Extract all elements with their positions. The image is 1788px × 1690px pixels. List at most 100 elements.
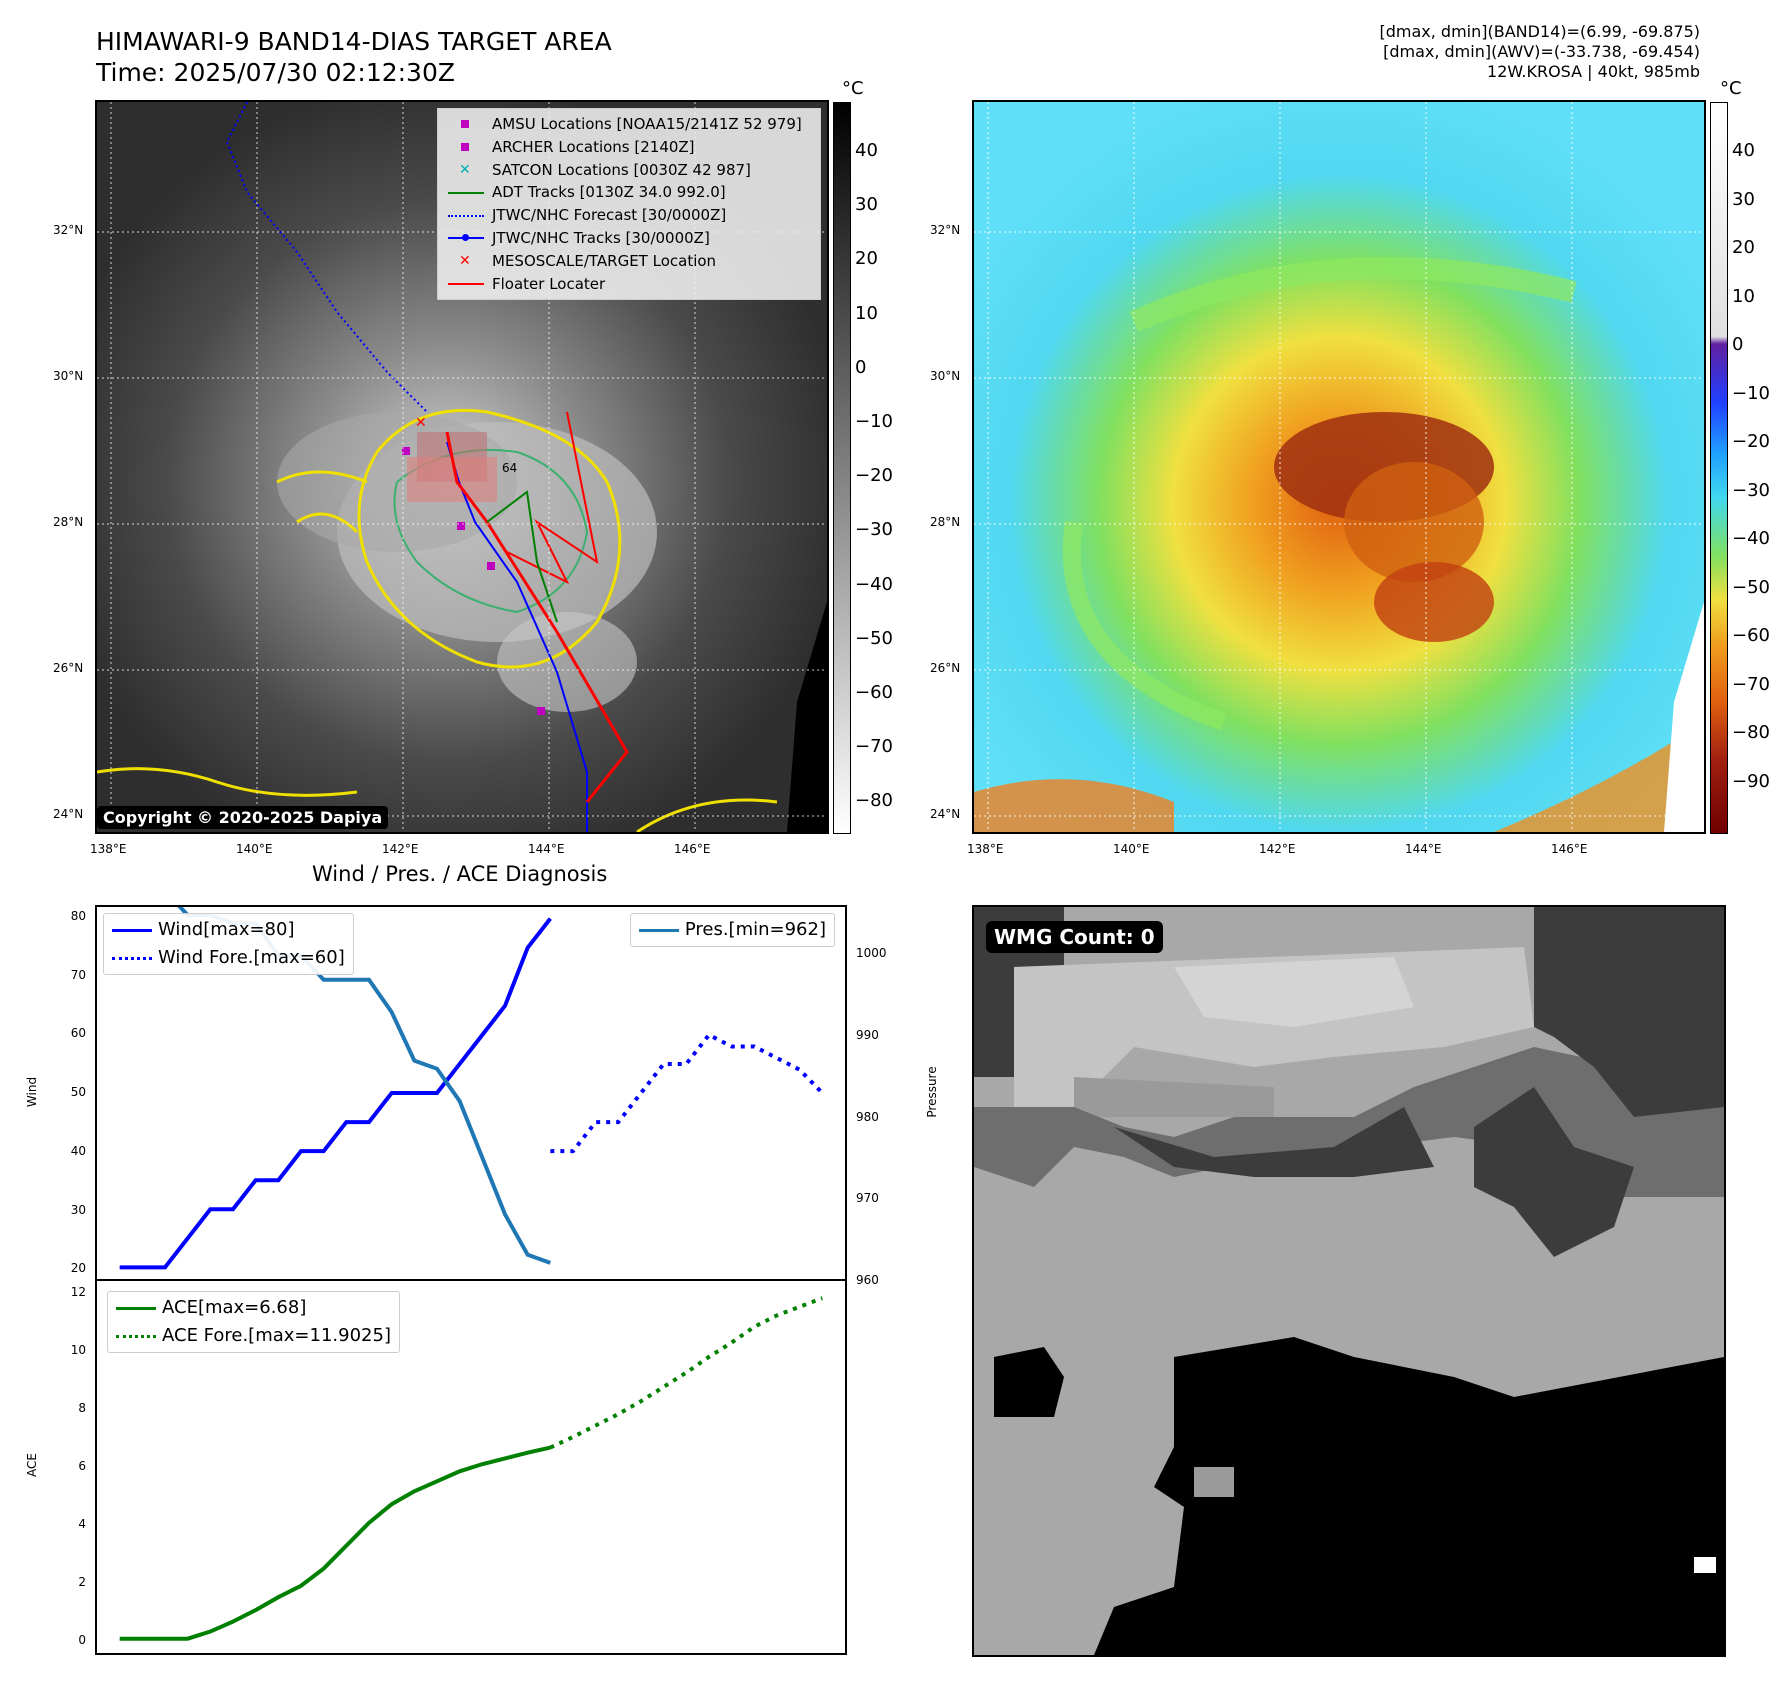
- lat-label-32n-2: 32°N: [930, 223, 961, 237]
- legend-label: JTWC/NHC Forecast [30/0000Z]: [492, 206, 727, 225]
- legend-symbol-icon: [446, 139, 486, 155]
- legend-symbol-icon: [446, 185, 486, 201]
- axis-tick-label: 0: [78, 1632, 86, 1647]
- colorbar-tick-label: −70: [1732, 673, 1770, 695]
- axis-tick-label: 990: [856, 1027, 879, 1042]
- ir-map-panel: 64 ✕ AMSU Locations [NOAA1: [95, 100, 829, 834]
- legend-label: MESOSCALE/TARGET Location: [492, 251, 717, 270]
- legend-item: Floater Locater: [446, 273, 812, 296]
- color-map-image: [974, 102, 1704, 832]
- axis-tick-label: 60: [70, 1026, 86, 1041]
- copyright-badge: Copyright © 2020-2025 Dapiya: [97, 806, 389, 829]
- colorbar-tick-label: 10: [855, 302, 878, 324]
- ace-axis-ticks: 12 10 8 6 4 2 0: [50, 1279, 90, 1655]
- ace-series-line: [119, 1445, 551, 1641]
- lon-label-142e: 142°E: [382, 842, 419, 856]
- axis-tick-label: 2: [78, 1574, 86, 1589]
- wind-series-line: [119, 917, 552, 1270]
- title-satellite: HIMAWARI-9 BAND14-DIAS TARGET AREA: [96, 27, 612, 56]
- wmg-count-badge: WMG Count: 0: [986, 921, 1163, 953]
- axis-tick-label: 40: [70, 1143, 86, 1158]
- lon-label-146e: 146°E: [674, 842, 711, 856]
- axis-tick-label: 12: [70, 1285, 86, 1300]
- colorbar-tick-label: −60: [1732, 625, 1770, 646]
- axis-tick-label: 6: [78, 1459, 86, 1473]
- colorbar-tick-label: −10: [855, 411, 893, 432]
- colorbar-tick-label: −50: [1732, 576, 1770, 598]
- lat-label-24n: 24°N: [53, 807, 84, 821]
- legend-label: AMSU Locations [NOAA15/2141Z 52 979]: [492, 115, 802, 133]
- colorbar-tick-label: 40: [1732, 140, 1755, 161]
- legend-item: ADT Tracks [0130Z 34.0 992.0]: [446, 181, 812, 204]
- legend-label: JTWC/NHC Tracks [30/0000Z]: [492, 228, 710, 247]
- color-colorbar: [1710, 102, 1728, 834]
- lat-label-26n: 26°N: [53, 661, 84, 675]
- colorbar-tick-label: 0: [855, 356, 867, 378]
- color-map-panel: [972, 100, 1706, 834]
- colorbar-tick-label: −30: [855, 519, 893, 541]
- colorbar-tick-label: −80: [855, 790, 893, 812]
- wind-series-line: [550, 1032, 824, 1154]
- pres-legend: Pres.[min=962]: [629, 913, 835, 947]
- lon-label-140e-2: 140°E: [1113, 842, 1150, 856]
- wind-fore-legend-label: Wind Fore.[max=60]: [158, 947, 345, 968]
- legend-item: AMSU Locations [NOAA15/2141Z 52 979]: [446, 113, 812, 136]
- pres-axis-label: Pressure: [925, 1066, 939, 1118]
- lat-label-30n-2: 30°N: [930, 369, 961, 383]
- lon-label-138e: 138°E: [90, 842, 127, 856]
- bw-colorbar-unit: °C: [842, 78, 864, 99]
- colorbar-tick-label: 40: [855, 140, 878, 161]
- axis-tick-label: 10: [70, 1343, 86, 1358]
- info-storm: 12W.KROSA | 40kt, 985mb: [1487, 62, 1700, 81]
- ace-svg: [119, 1296, 824, 1641]
- wmg-image: [974, 907, 1724, 1655]
- lon-label-146e-2: 146°E: [1551, 842, 1588, 856]
- ace-plot: ACE[max=6.68] ACE Fore.[max=11.9025]: [95, 1279, 847, 1655]
- lon-label-142e-2: 142°E: [1259, 842, 1296, 856]
- figure-title: HIMAWARI-9 BAND14-DIAS TARGET AREA Time:…: [96, 26, 612, 88]
- bw-colorbar-ticks: 40 30 20 10 0 −10 −20 −30 −40 −50 −60 −70 −80: [855, 140, 915, 820]
- info-band14: [dmax, dmin](BAND14)=(6.99, -69.875): [1379, 22, 1701, 41]
- diagnosis-title: Wind / Pres. / ACE Diagnosis: [312, 862, 608, 886]
- legend-symbol-icon: [446, 276, 486, 292]
- axis-tick-label: 4: [78, 1516, 86, 1531]
- legend-item: JTWC/NHC Forecast [30/0000Z]: [446, 204, 812, 227]
- wind-axis-ticks: 80 70 60 50 40 30 20: [50, 905, 90, 1281]
- lat-label-24n-2: 24°N: [930, 807, 961, 821]
- legend-label: SATCON Locations [0030Z 42 987]: [492, 160, 751, 179]
- storm-info: [dmax, dmin](BAND14)=(6.99, -69.875) [dm…: [1380, 22, 1701, 82]
- lon-label-144e: 144°E: [528, 842, 565, 856]
- ace-series-line: [549, 1296, 824, 1450]
- track-legend: AMSU Locations [NOAA15/2141Z 52 979] ARCH…: [437, 108, 821, 300]
- legend-symbol-icon: [446, 116, 486, 132]
- color-colorbar-unit: °C: [1720, 78, 1742, 99]
- legend-item: ARCHER Locations [2140Z]: [446, 136, 812, 159]
- legend-symbol-icon: [446, 230, 486, 246]
- lon-label-144e-2: 144°E: [1405, 842, 1442, 856]
- wind-pressure-plot: Wind[max=80] Wind Fore.[max=60] Pres.[mi…: [95, 888, 847, 1281]
- wmg-panel: WMG Count: 0: [972, 905, 1726, 1657]
- colorbar-tick-label: −70: [855, 736, 893, 758]
- svg-text:✕: ✕: [415, 415, 427, 431]
- colorbar-tick-label: 10: [1732, 285, 1755, 307]
- colorbar-tick-label: −20: [1732, 431, 1770, 452]
- colorbar-tick-label: −80: [1732, 722, 1770, 743]
- axis-tick-label: 970: [856, 1191, 879, 1206]
- axis-tick-label: 70: [70, 967, 86, 982]
- axis-tick-label: 1000: [856, 946, 887, 961]
- colorbar-tick-label: −40: [1732, 528, 1770, 549]
- legend-label: ADT Tracks [0130Z 34.0 992.0]: [492, 183, 726, 202]
- lat-label-28n: 28°N: [53, 515, 84, 529]
- colorbar-tick-label: 30: [855, 194, 878, 216]
- colorbar-tick-label: 20: [855, 248, 878, 270]
- lat-label-32n: 32°N: [53, 223, 84, 237]
- colorbar-tick-label: −40: [855, 573, 893, 595]
- colorbar-tick-label: 0: [1732, 334, 1744, 355]
- colorbar-tick-label: 20: [1732, 237, 1755, 258]
- colorbar-tick-label: −30: [1732, 479, 1770, 501]
- legend-symbol-icon: ✕: [459, 253, 471, 270]
- legend-label: Floater Locater: [492, 274, 606, 293]
- axis-tick-label: 50: [70, 1085, 86, 1099]
- lat-label-26n-2: 26°N: [930, 661, 961, 675]
- legend-item: JTWC/NHC Tracks [30/0000Z]: [446, 227, 812, 250]
